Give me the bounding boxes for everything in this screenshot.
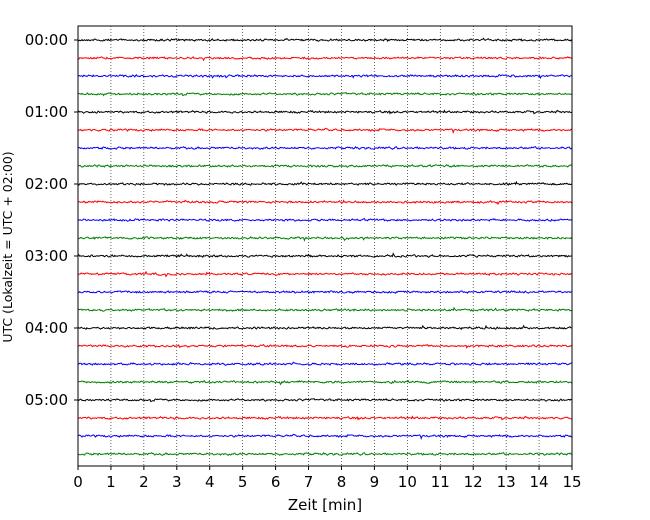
trace-16: [77, 324, 572, 331]
y-tick-label-2: 02:00: [25, 175, 68, 193]
y-axis-label: UTC (Lokalzeit = UTC + 02:00): [0, 151, 15, 342]
x-axis-label: Zeit [min]: [288, 496, 362, 514]
trace-19: [77, 379, 572, 386]
trace-17: [77, 343, 572, 349]
y-tick-label-5: 05:00: [25, 391, 68, 409]
trace-23: [77, 452, 572, 456]
x-tick-label-11: 11: [431, 473, 450, 491]
x-tick-label-13: 13: [497, 473, 516, 491]
x-tick-label-12: 12: [464, 473, 483, 491]
x-tick-label-6: 6: [271, 473, 281, 491]
x-axis-ticks: 0 1 2 3 4 5 6 7 8 9 10 11 12 13 14 15: [73, 466, 582, 491]
trace-21: [77, 415, 572, 421]
trace-12: [77, 252, 572, 258]
trace-10: [77, 218, 572, 222]
trace-22: [77, 433, 572, 440]
y-tick-label-4: 04:00: [25, 319, 68, 337]
trace-2: [77, 74, 572, 80]
x-tick-label-10: 10: [398, 473, 417, 491]
y-axis-ticks: 00:00 01:00 02:00 03:00 04:00 05:00: [25, 31, 78, 409]
x-tick-label-7: 7: [304, 473, 314, 491]
x-tick-label-3: 3: [172, 473, 182, 491]
x-tick-label-15: 15: [562, 473, 581, 491]
x-tick-label-8: 8: [337, 473, 347, 491]
x-tick-label-0: 0: [73, 473, 83, 491]
y-tick-label-1: 01:00: [25, 103, 68, 121]
trace-20: [77, 398, 572, 403]
x-tick-label-5: 5: [238, 473, 248, 491]
y-tick-label-3: 03:00: [25, 247, 68, 265]
y-tick-label-0: 00:00: [25, 31, 68, 49]
trace-11: [77, 236, 572, 242]
plot-frame: [77, 25, 573, 467]
x-tick-label-14: 14: [530, 473, 549, 491]
trace-1: [77, 56, 572, 62]
trace-7: [77, 164, 572, 168]
trace-5: [77, 127, 572, 134]
trace-18: [77, 361, 572, 366]
trace-9: [77, 199, 572, 206]
seismic-traces: [77, 37, 573, 456]
x-tick-label-4: 4: [205, 473, 215, 491]
trace-4: [77, 109, 572, 115]
trace-14: [77, 290, 572, 294]
trace-13: [77, 270, 572, 278]
trace-15: [77, 306, 572, 312]
trace-3: [77, 92, 572, 97]
trace-6: [77, 146, 572, 150]
x-tick-label-2: 2: [139, 473, 149, 491]
grid-lines: [110, 26, 540, 466]
trace-0: [77, 37, 573, 43]
x-tick-label-9: 9: [370, 473, 380, 491]
x-tick-label-1: 1: [106, 473, 116, 491]
trace-8: [77, 180, 572, 186]
